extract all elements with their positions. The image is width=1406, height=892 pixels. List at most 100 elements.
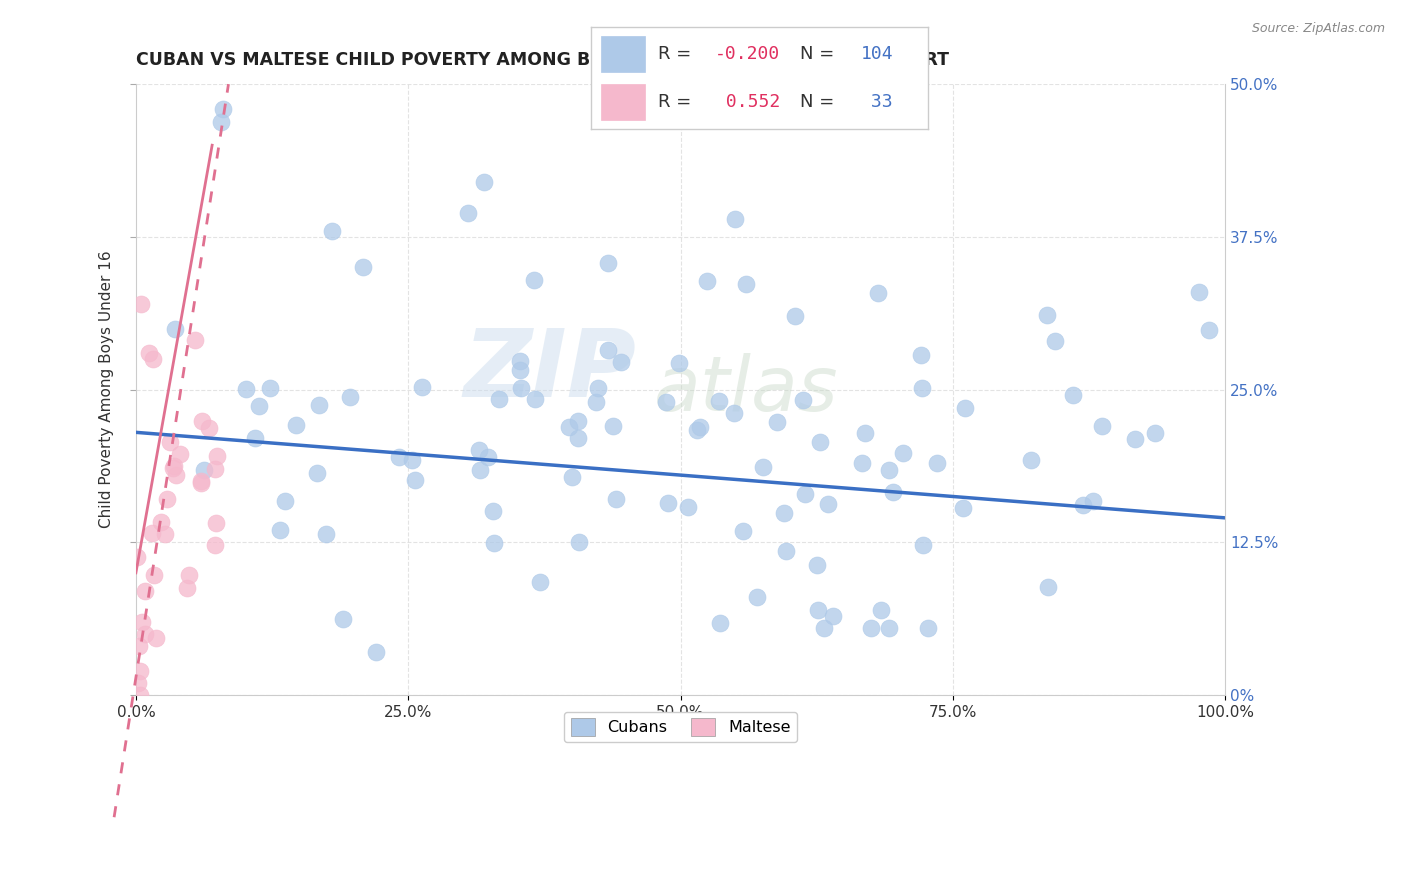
Point: [477, 450, 499, 465]
Point: [529, 574, 551, 589]
Text: R =: R =: [658, 93, 692, 112]
Point: [910, 348, 932, 362]
Point: [709, 615, 731, 630]
Point: [138, 346, 160, 360]
Point: [696, 274, 718, 288]
Point: [131, 297, 153, 311]
Point: [150, 515, 173, 529]
Point: [488, 392, 510, 406]
Point: [1198, 323, 1220, 337]
Point: [588, 381, 610, 395]
Point: [163, 458, 186, 473]
Point: [723, 406, 745, 420]
Point: [524, 392, 547, 406]
Point: [605, 492, 627, 507]
Point: [388, 450, 411, 464]
Point: [247, 399, 270, 413]
Point: [134, 584, 156, 599]
Point: [509, 381, 531, 395]
Point: [274, 493, 297, 508]
Point: [1036, 308, 1059, 322]
Point: [567, 413, 589, 427]
Point: [859, 621, 882, 635]
Point: [813, 621, 835, 635]
Point: [733, 524, 755, 538]
Point: [127, 550, 149, 565]
Point: [156, 491, 179, 506]
Point: [176, 581, 198, 595]
Point: [190, 476, 212, 491]
Point: [411, 380, 433, 394]
Point: [315, 526, 337, 541]
Point: [163, 322, 186, 336]
Point: [131, 615, 153, 629]
Point: [153, 527, 176, 541]
Point: [1091, 418, 1114, 433]
Point: [243, 431, 266, 445]
Point: [162, 460, 184, 475]
Point: [145, 631, 167, 645]
Point: [269, 523, 291, 537]
Point: [235, 382, 257, 396]
Text: R =: R =: [658, 45, 692, 63]
Point: [205, 449, 228, 463]
Point: [668, 356, 690, 370]
Point: [610, 355, 633, 369]
Point: [686, 423, 709, 437]
Point: [794, 486, 817, 500]
Point: [205, 516, 228, 530]
Point: [484, 536, 506, 550]
Point: [321, 224, 343, 238]
Point: [561, 469, 583, 483]
Point: [911, 381, 934, 395]
Point: [775, 544, 797, 558]
Point: [209, 115, 232, 129]
Point: [751, 460, 773, 475]
Y-axis label: Child Poverty Among Boys Under 16: Child Poverty Among Boys Under 16: [100, 251, 114, 528]
Point: [735, 277, 758, 291]
Point: [783, 309, 806, 323]
Point: [927, 456, 949, 470]
Point: [204, 461, 226, 475]
Legend: Cubans, Maltese: Cubans, Maltese: [564, 712, 797, 742]
Point: [332, 612, 354, 626]
Point: [866, 285, 889, 300]
Point: [285, 418, 308, 433]
Point: [482, 504, 505, 518]
Point: [912, 538, 935, 552]
Point: [870, 603, 893, 617]
Point: [557, 420, 579, 434]
Point: [817, 497, 839, 511]
Point: [1043, 334, 1066, 348]
Point: [129, 664, 152, 678]
Point: [339, 390, 361, 404]
Point: [1123, 433, 1146, 447]
Point: [567, 432, 589, 446]
Point: [709, 394, 731, 409]
Point: [1188, 285, 1211, 299]
Point: [807, 603, 830, 617]
Point: [404, 473, 426, 487]
Point: [308, 398, 330, 412]
Point: [307, 467, 329, 481]
Point: [1144, 426, 1167, 441]
Point: [821, 608, 844, 623]
Point: [598, 343, 620, 357]
Point: [1062, 388, 1084, 402]
Point: [765, 415, 787, 429]
Point: [169, 447, 191, 461]
Point: [1036, 580, 1059, 594]
Point: [602, 418, 624, 433]
Text: Source: ZipAtlas.com: Source: ZipAtlas.com: [1251, 22, 1385, 36]
Point: [853, 425, 876, 440]
Point: [127, 675, 149, 690]
Point: [810, 434, 832, 449]
Point: [585, 395, 607, 409]
FancyBboxPatch shape: [600, 84, 644, 120]
Point: [183, 334, 205, 348]
Point: [212, 102, 235, 116]
Point: [134, 626, 156, 640]
Text: N =: N =: [800, 45, 834, 63]
Text: -0.200: -0.200: [716, 45, 780, 63]
Point: [198, 421, 221, 435]
